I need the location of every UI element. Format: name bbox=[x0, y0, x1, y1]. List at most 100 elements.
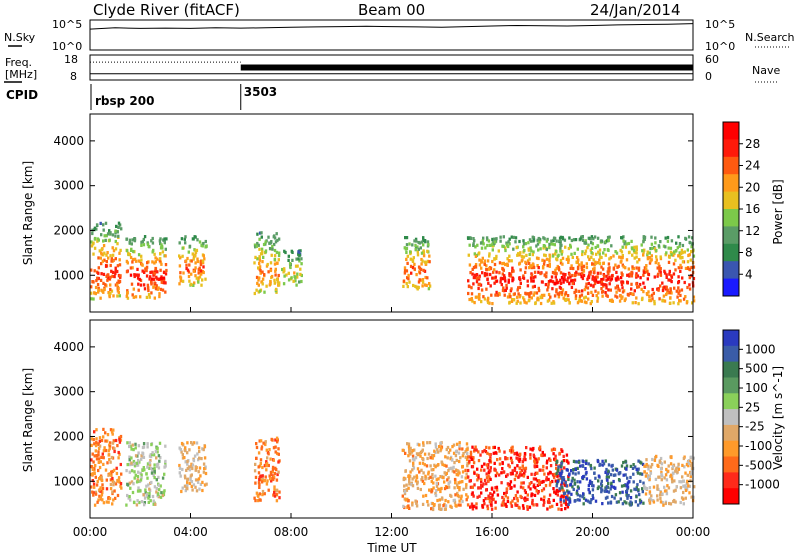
heatmap-cell bbox=[99, 256, 102, 260]
heatmap-cell bbox=[188, 244, 192, 248]
heatmap-cell bbox=[439, 489, 442, 494]
heatmap-cell bbox=[403, 490, 407, 494]
heatmap-cell bbox=[559, 498, 562, 502]
heatmap-cell bbox=[519, 494, 522, 498]
heatmap-cell bbox=[137, 259, 140, 263]
heatmap-cell bbox=[101, 486, 105, 491]
heatmap-cell bbox=[682, 502, 685, 506]
x-tick-label: 04:00 bbox=[173, 525, 208, 539]
heatmap-cell bbox=[273, 257, 276, 262]
heatmap-cell bbox=[623, 484, 626, 488]
heatmap-cell bbox=[505, 286, 508, 290]
heatmap-cell bbox=[422, 243, 425, 247]
colorbar-tick-label: 12 bbox=[745, 224, 760, 238]
heatmap-cell bbox=[576, 466, 579, 470]
heatmap-cell bbox=[151, 277, 154, 281]
heatmap-cell bbox=[296, 272, 299, 276]
heatmap-cell bbox=[405, 269, 409, 273]
heatmap-cell bbox=[533, 493, 537, 497]
heatmap-cell bbox=[470, 297, 473, 302]
heatmap-cell bbox=[499, 280, 502, 284]
heatmap-cell bbox=[660, 462, 664, 466]
heatmap-cell bbox=[133, 476, 136, 480]
heatmap-cell bbox=[409, 257, 412, 261]
heatmap-cell bbox=[119, 438, 123, 442]
heatmap-cell bbox=[625, 467, 628, 471]
heatmap-cell bbox=[690, 472, 693, 476]
heatmap-cell bbox=[508, 465, 511, 469]
heatmap-cell bbox=[591, 275, 595, 279]
heatmap-cell bbox=[599, 255, 602, 259]
heatmap-cell bbox=[533, 291, 536, 295]
heatmap-cell bbox=[447, 482, 450, 486]
heatmap-cell bbox=[139, 478, 143, 482]
heatmap-cell bbox=[584, 249, 588, 253]
heatmap-cell bbox=[573, 278, 577, 282]
heatmap-cell bbox=[411, 449, 414, 453]
heatmap-cell bbox=[466, 461, 469, 466]
heatmap-cell bbox=[493, 276, 496, 280]
heatmap-cell bbox=[607, 469, 610, 473]
heatmap-cell bbox=[520, 481, 523, 485]
heatmap-cell bbox=[117, 476, 121, 480]
heatmap-cell bbox=[529, 246, 532, 250]
heatmap-cell bbox=[687, 484, 690, 488]
heatmap-cell bbox=[626, 476, 629, 480]
heatmap-cell bbox=[542, 487, 546, 491]
heatmap-cell bbox=[143, 287, 147, 291]
heatmap-cell bbox=[407, 442, 411, 446]
heatmap-cell bbox=[575, 289, 578, 293]
heatmap-cell bbox=[149, 455, 153, 459]
heatmap-cell bbox=[560, 252, 563, 256]
heatmap-cell bbox=[111, 253, 115, 257]
heatmap-cell bbox=[518, 474, 521, 478]
heatmap-cell bbox=[477, 286, 480, 291]
heatmap-cell bbox=[662, 244, 666, 248]
heatmap-cell bbox=[143, 235, 147, 239]
heatmap-cell bbox=[663, 299, 667, 303]
heatmap-cell bbox=[453, 500, 457, 504]
heatmap-cell bbox=[534, 301, 537, 305]
heatmap-cell bbox=[554, 275, 557, 279]
heatmap-cell bbox=[606, 248, 610, 252]
heatmap-cell bbox=[620, 282, 624, 286]
heatmap-cell bbox=[469, 450, 473, 454]
heatmap-cell bbox=[547, 498, 551, 502]
heatmap-cell bbox=[146, 476, 149, 480]
heatmap-cell bbox=[294, 264, 298, 268]
heatmap-cell bbox=[668, 272, 671, 276]
heatmap-cell bbox=[440, 475, 444, 479]
heatmap-cell bbox=[566, 489, 569, 493]
heatmap-cell bbox=[460, 475, 464, 479]
heatmap-cell bbox=[408, 447, 411, 452]
heatmap-cell bbox=[485, 482, 488, 486]
heatmap-cell bbox=[118, 258, 121, 262]
heatmap-cell bbox=[571, 471, 575, 475]
heatmap-cell bbox=[114, 482, 118, 486]
heatmap-cell bbox=[499, 239, 502, 243]
colorbar-swatch bbox=[723, 209, 739, 227]
heatmap-cell bbox=[480, 300, 483, 304]
heatmap-cell bbox=[162, 280, 165, 285]
heatmap-cell bbox=[532, 453, 535, 457]
heatmap-cell bbox=[600, 280, 604, 284]
heatmap-cell bbox=[472, 276, 476, 280]
heatmap-cell bbox=[147, 244, 150, 249]
heatmap-cell bbox=[475, 280, 479, 284]
heatmap-cell bbox=[535, 489, 538, 493]
heatmap-cell bbox=[160, 262, 163, 266]
heatmap-cell bbox=[666, 235, 670, 240]
heatmap-cell bbox=[293, 271, 296, 275]
heatmap-cell bbox=[557, 295, 561, 299]
heatmap-cell bbox=[259, 458, 263, 462]
heatmap-cell bbox=[601, 463, 604, 467]
heatmap-cell bbox=[484, 246, 487, 250]
heatmap-cell bbox=[667, 278, 670, 282]
colorbar-swatch bbox=[723, 472, 739, 489]
heatmap-cell bbox=[126, 261, 129, 265]
heatmap-cell bbox=[137, 470, 140, 474]
heatmap-cell bbox=[114, 239, 117, 244]
heatmap-cell bbox=[559, 281, 563, 285]
heatmap-cell bbox=[559, 249, 562, 253]
